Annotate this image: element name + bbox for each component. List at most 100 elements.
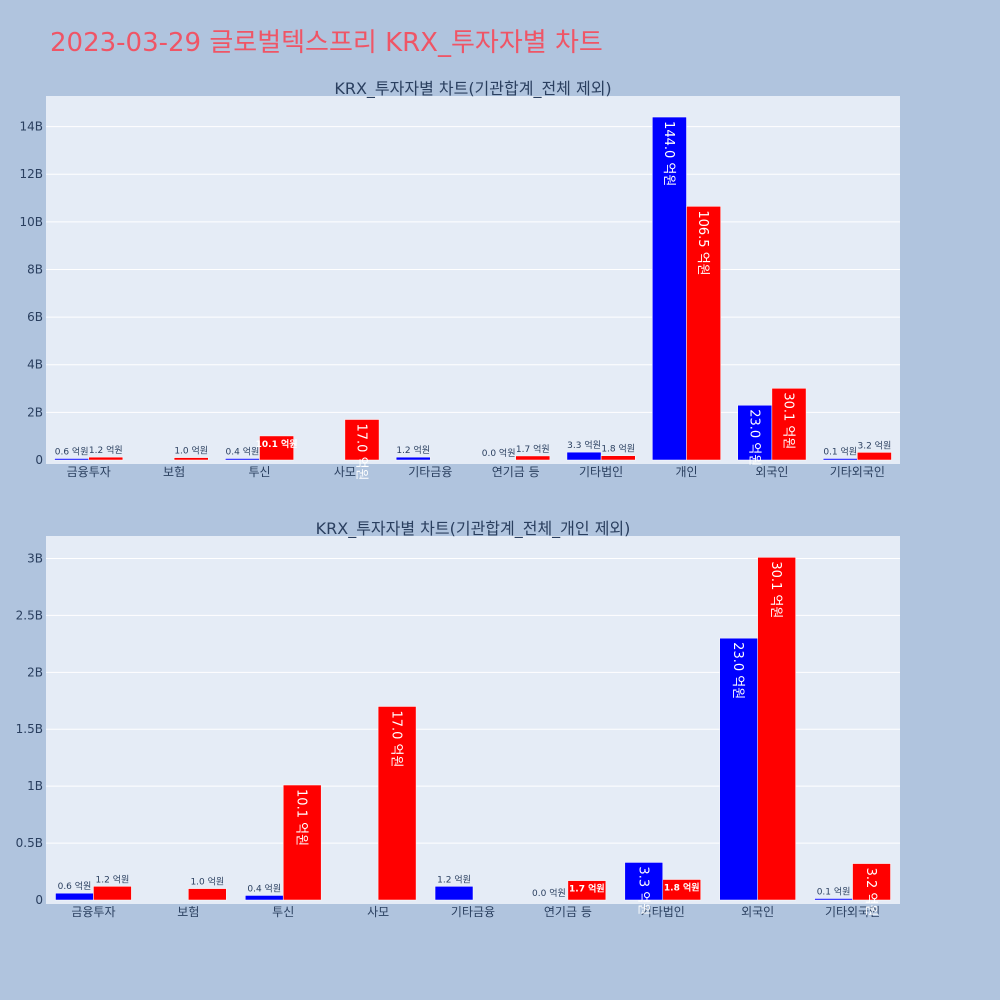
x-tick-label: 기타외국인 [830, 465, 885, 479]
x-tick-label: 투신 [248, 465, 270, 479]
bar-buy [395, 456, 431, 461]
y-tick-label: 3B [27, 551, 43, 565]
data-label: 0.6 억원 [58, 880, 92, 892]
bar-sell [771, 388, 807, 461]
bar-buy [225, 458, 260, 461]
bar-sell [600, 455, 636, 461]
y-tick-label: 0 [35, 893, 43, 907]
x-tick-label: 투신 [272, 905, 294, 919]
data-label: 1.7 억원 [569, 883, 605, 895]
y-tick-label: 12B [19, 167, 43, 181]
bar-sell [857, 452, 892, 461]
data-label: 1.0 억원 [190, 876, 224, 888]
bar-sell [88, 456, 124, 461]
plot-area [46, 96, 900, 464]
y-tick-label: 1B [27, 779, 43, 793]
x-tick-label: 사모 [367, 905, 389, 919]
data-label: 3.3 억원 [635, 866, 650, 915]
data-label: 1.0 억원 [174, 445, 208, 457]
x-tick-label: 기타외국인 [825, 905, 880, 919]
y-tick-label: 8B [27, 262, 43, 276]
data-label: 0.0 억원 [482, 447, 516, 459]
x-tick-label: 외국인 [755, 465, 788, 479]
bar-buy [652, 116, 687, 461]
data-label: 30.1 억원 [768, 561, 783, 618]
bar-buy [55, 892, 94, 901]
data-label: 1.2 억원 [396, 444, 430, 456]
data-label: 1.2 억원 [89, 444, 123, 456]
x-tick-label: 외국인 [741, 905, 774, 919]
x-tick-label: 기타금융 [408, 465, 452, 479]
y-tick-label: 10B [19, 215, 43, 229]
data-label: 3.3 억원 [567, 439, 601, 451]
bar-sell [344, 419, 380, 461]
data-label: 10.1 억원 [294, 789, 309, 846]
x-tick-label: 보험 [177, 905, 199, 919]
data-label: 23.0 억원 [730, 642, 745, 699]
y-tick-label: 4B [27, 358, 43, 372]
y-tick-label: 14B [19, 120, 43, 134]
data-label: 1.2 억원 [96, 873, 130, 885]
chart-title: KRX_투자자별 차트(기관합계_전체 제외) [334, 79, 611, 99]
bar-sell [377, 706, 417, 901]
data-label: 0.1 억원 [817, 886, 851, 898]
data-label: 0.6 억원 [55, 446, 89, 458]
y-tick-label: 0.5B [16, 836, 43, 850]
bar-buy [434, 886, 474, 901]
bar-sell [259, 435, 294, 461]
data-label: 0.4 억원 [226, 446, 260, 458]
chart-title: KRX_투자자별 차트(기관합계_전체_개인 제외) [316, 519, 631, 539]
bar-buy [624, 862, 664, 901]
bar-sell [757, 557, 796, 901]
data-label: 23.0 억원 [746, 409, 761, 466]
x-tick-label: 기타법인 [579, 465, 623, 479]
bar-sell [93, 886, 132, 901]
bar-buy [822, 458, 858, 461]
bar-buy [719, 637, 758, 901]
bar-buy [245, 895, 284, 901]
y-tick-label: 2.5B [16, 608, 43, 622]
bar-buy [54, 458, 89, 461]
data-label: 0.0 억원 [532, 887, 566, 899]
data-label: 1.2 억원 [437, 873, 471, 885]
page-title: 2023-03-29 글로벌텍스프리 KRX_투자자별 차트 [50, 28, 603, 58]
x-tick-label: 연기금 등 [492, 465, 540, 479]
data-label: 3.2 억원 [863, 868, 878, 917]
y-tick-label: 2B [27, 405, 43, 419]
plot-area [46, 536, 900, 904]
x-tick-label: 사모 [334, 465, 356, 479]
bar-sell [515, 455, 551, 461]
data-label: 106.5 억원 [695, 210, 710, 275]
x-tick-label: 기타법인 [641, 905, 685, 919]
x-tick-label: 개인 [675, 465, 697, 479]
bar-sell [173, 457, 209, 461]
bar-sell [282, 784, 322, 901]
data-label: 1.8 억원 [601, 443, 635, 455]
bar-sell [852, 863, 891, 901]
bar-sell [662, 879, 701, 901]
bar-buy [814, 898, 853, 901]
data-label: 1.8 억원 [664, 882, 700, 894]
y-tick-label: 1.5B [16, 722, 43, 736]
y-tick-label: 0 [35, 453, 43, 467]
data-label: 144.0 억원 [661, 121, 676, 186]
data-label: 30.1 억원 [780, 392, 795, 449]
data-label: 17.0 억원 [389, 710, 404, 767]
data-label: 1.7 억원 [516, 443, 550, 455]
x-tick-label: 연기금 등 [544, 905, 592, 919]
x-tick-label: 보험 [163, 465, 185, 479]
bar-sell [188, 888, 227, 901]
x-tick-label: 금융투자 [67, 465, 111, 479]
investor-chart-top: 0 2B 4B 6B 8B 10B 12B 14B KRX_투자자별 차트(기관합계_전체 제외… [19, 79, 900, 481]
bar-sell [567, 880, 607, 901]
bar-sell [686, 206, 721, 461]
data-label: 10.1 억원 [256, 438, 298, 450]
bar-buy [737, 404, 773, 461]
x-tick-label: 기타금융 [451, 905, 495, 919]
data-label: 0.1 억원 [823, 446, 857, 458]
bar-buy [566, 451, 602, 461]
x-tick-label: 금융투자 [71, 905, 115, 919]
data-label: 0.4 억원 [247, 882, 281, 894]
y-tick-label: 2B [27, 665, 43, 679]
y-tick-label: 6B [27, 310, 43, 324]
